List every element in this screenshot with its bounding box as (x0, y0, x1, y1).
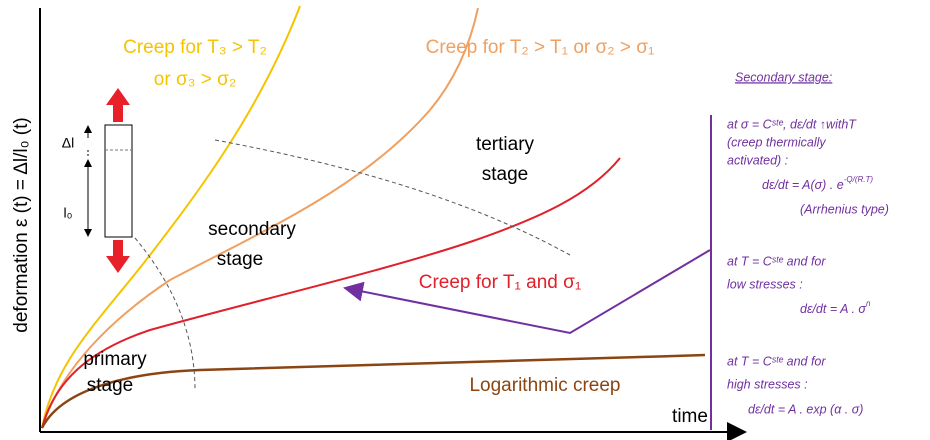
note-line: activated) : (727, 153, 788, 167)
curve-label: Creep for T₁ and σ₁ (419, 272, 582, 293)
orange-curve (41, 7, 479, 429)
y-axis-label: deformation ε (t) = Δl/l₀ (t) (11, 117, 32, 332)
force-arrow-down (106, 240, 130, 273)
note-formula: dε/dt = A . exp (α . σ) (748, 402, 863, 416)
curve-label: or σ₃ > σ₂ (154, 69, 236, 90)
note-line: (creep thermically (727, 135, 826, 149)
stage-label: tertiary (476, 134, 535, 155)
note-formula: dε/dt = A . σn (800, 299, 871, 316)
stage-label: primary (83, 349, 147, 370)
x-axis-label: time (672, 406, 708, 427)
note-line: low stresses : (727, 277, 803, 291)
stage-label: stage (87, 375, 133, 396)
stage-boundary (214, 139, 571, 256)
note-title: Secondary stage: (735, 70, 832, 84)
pointer-arrow (343, 249, 711, 335)
stage-label: secondary (208, 219, 296, 240)
specimen (104, 124, 133, 238)
note-line: at σ = Cˢᵗᵉ, dε/dt ↑withT (727, 117, 857, 131)
note-formula: dε/dt = A(σ) . e-Q/(R.T) (762, 175, 873, 192)
curve-label: Logarithmic creep (469, 375, 620, 396)
length-label: l₀ (64, 205, 73, 221)
note-line: high stresses : (727, 377, 808, 391)
stage-label: stage (217, 249, 263, 270)
note-line: (Arrhenius type) (800, 202, 889, 216)
yellow-curve (41, 5, 301, 429)
red-curve (41, 157, 621, 429)
stage-label: stage (482, 164, 528, 185)
brown-curve (40, 353, 706, 429)
delta-label: Δl (62, 135, 74, 151)
curve-label: Creep for T₂ > T₁ or σ₂ > σ₁ (426, 37, 655, 58)
note-line: at T = Cˢᵗᵉ and for (727, 254, 826, 268)
note-line: at T = Cˢᵗᵉ and for (727, 354, 826, 368)
force-arrow-up (106, 88, 130, 122)
curve-label: Creep for T₃ > T₂ (123, 37, 267, 58)
